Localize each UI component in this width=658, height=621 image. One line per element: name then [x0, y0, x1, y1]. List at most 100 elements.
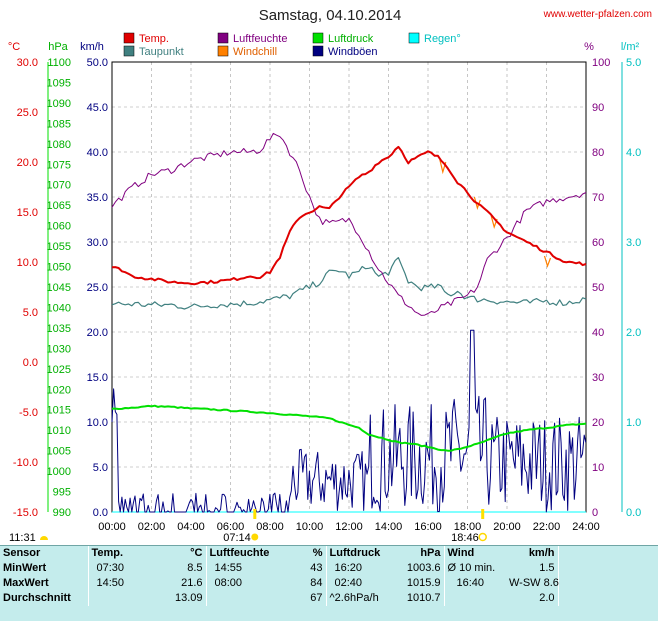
- marker-label-moonrise: 11:31: [9, 532, 36, 544]
- stats-row-min: MinWert 07:30 8.5 14:55 43 16:20 1003.6 …: [0, 561, 658, 576]
- tick-label-pressure: 1100: [47, 57, 71, 69]
- tick-label-wind: 10.0: [87, 417, 108, 429]
- tick-label-rain: 1.0: [626, 417, 641, 429]
- legend-label-temp: Temp.: [139, 33, 169, 45]
- stats-press-value: 1003.6: [406, 562, 441, 574]
- tick-label-wind: 35.0: [87, 192, 108, 204]
- tick-label-wind: 15.0: [87, 372, 108, 384]
- tick-label-temp: 10.0: [17, 257, 38, 269]
- tick-label-pressure: 1005: [47, 446, 71, 458]
- stats-table: Sensor Temp. °C Luftfeuchte % Luftdruck …: [0, 545, 658, 621]
- tick-label-rain: 5.0: [626, 57, 641, 69]
- legend-swatch-rain: [408, 32, 420, 44]
- tick-label-humidity: 40: [592, 327, 604, 339]
- unit-rain: l/m²: [621, 41, 640, 53]
- tick-label-pressure: 1020: [47, 384, 71, 396]
- stats-head-press: Luftdruck: [325, 546, 396, 561]
- tick-label-pressure: 1070: [47, 180, 71, 192]
- tick-label-wind: 25.0: [87, 282, 108, 294]
- tick-label-pressure: 1045: [47, 282, 71, 294]
- tick-label-time: 02:00: [138, 521, 166, 533]
- tick-label-temp: 5.0: [23, 307, 38, 319]
- stats-temp-value: 21.6: [181, 577, 203, 589]
- stats-hum-time: 08:00: [205, 576, 296, 591]
- unit-humidity: %: [584, 41, 594, 53]
- tick-label-pressure: 1035: [47, 323, 71, 335]
- tick-label-humidity: 30: [592, 372, 604, 384]
- legend-label-rain: Regen°: [424, 33, 461, 45]
- stats-head-sensor: Sensor: [3, 547, 41, 559]
- tick-label-pressure: 1055: [47, 241, 71, 253]
- tick-label-humidity: 80: [592, 147, 604, 159]
- legend-label-humidity: Luftfeuchte: [233, 33, 287, 45]
- stats-head-wind: Wind: [443, 546, 506, 561]
- stats-press-time: ^2.6hPa/h: [325, 591, 396, 606]
- tick-label-time: 16:00: [414, 521, 442, 533]
- stats-wind-value: W-SW 8.6: [509, 577, 559, 589]
- tick-label-time: 18:00: [454, 521, 482, 533]
- tick-label-wind: 0.0: [93, 507, 108, 519]
- tick-label-temp: -5.0: [19, 407, 38, 419]
- stats-press-time: 16:20: [325, 561, 396, 576]
- sunset-tick: [481, 509, 485, 519]
- tick-label-humidity: 60: [592, 237, 604, 249]
- legend-label-windchill: Windchill: [233, 46, 277, 58]
- source-link[interactable]: www.wetter-pfalzen.com: [543, 9, 652, 20]
- tick-label-temp: 25.0: [17, 107, 38, 119]
- legend-swatch-windchill: [217, 45, 229, 57]
- tick-label-wind: 20.0: [87, 327, 108, 339]
- tick-labels-time: 00:00 02:00 04:00 06:00 08:00 10:00 12:00 14:00…: [98, 521, 600, 533]
- tick-label-wind: 40.0: [87, 147, 108, 159]
- tick-label-humidity: 50: [592, 282, 604, 294]
- stats-wind-label: [443, 591, 506, 606]
- tick-label-time: 14:00: [375, 521, 403, 533]
- tick-label-time: 12:00: [335, 521, 363, 533]
- tick-label-temp: 30.0: [17, 57, 38, 69]
- legend-swatch-humidity: [217, 32, 229, 44]
- tick-label-time: 04:00: [177, 521, 205, 533]
- legend-swatch-pressure: [312, 32, 324, 44]
- stats-press-time: 02:40: [325, 576, 396, 591]
- stats-row-max: MaxWert 14:50 21.6 08:00 84 02:40 1015.9…: [0, 576, 658, 591]
- stats-press-value: 1015.9: [406, 577, 441, 589]
- tick-label-time: 20:00: [493, 521, 521, 533]
- tick-label-temp: -10.0: [13, 457, 38, 469]
- tick-label-time: 10:00: [296, 521, 324, 533]
- stats-temp-time: [87, 591, 144, 606]
- tick-label-pressure: 1010: [47, 425, 71, 437]
- sunset-icon: [478, 532, 487, 542]
- series-line-gusts: [111, 329, 587, 513]
- tick-label-pressure: 1025: [47, 364, 71, 376]
- legend-swatch-dewpoint: [123, 45, 135, 57]
- chart-title: Samstag, 04.10.2014: [259, 7, 402, 24]
- tick-label-wind: 45.0: [87, 102, 108, 114]
- stats-head-temp: Temp.: [87, 546, 144, 561]
- tick-label-time: 22:00: [533, 521, 561, 533]
- series-layer: [111, 132, 587, 513]
- weather-chart: Samstag, 04.10.2014 www.wetter-pfalzen.c…: [8, 7, 652, 544]
- tick-label-humidity: 20: [592, 417, 604, 429]
- tick-label-wind: 30.0: [87, 237, 108, 249]
- stats-row-label: Durchschnitt: [3, 592, 71, 604]
- stats-temp-time: 07:30: [87, 561, 144, 576]
- legend: Temp. Luftfeuchte Luftdruck Regen° Taupu…: [123, 32, 461, 58]
- stats-wind-label: Ø 10 min.: [443, 561, 506, 576]
- tick-label-temp: 0.0: [23, 357, 38, 369]
- stats-head-press-unit: hPa: [420, 547, 441, 559]
- tick-labels-rain: 5.0 4.0 3.0 2.0 1.0 0.0: [626, 57, 641, 519]
- stats-temp-time: 14:50: [87, 576, 144, 591]
- tick-label-pressure: 1085: [47, 118, 71, 130]
- unit-pressure: hPa: [48, 41, 68, 53]
- tick-label-temp: 20.0: [17, 157, 38, 169]
- series-line-dewpoint: [111, 257, 587, 310]
- unit-wind: km/h: [80, 41, 104, 53]
- stats-row-avg: Durchschnitt 13.09 67 ^2.6hPa/h 1010.7 2…: [0, 591, 658, 606]
- tick-label-pressure: 1050: [47, 262, 71, 274]
- stats-head-hum-unit: %: [312, 547, 323, 559]
- legend-label-gusts: Windböen: [328, 46, 378, 58]
- legend-label-dewpoint: Taupunkt: [139, 46, 184, 58]
- stats-hum-time: [205, 591, 296, 606]
- tick-label-time: 00:00: [98, 521, 126, 533]
- series-line-humidity: [111, 132, 587, 316]
